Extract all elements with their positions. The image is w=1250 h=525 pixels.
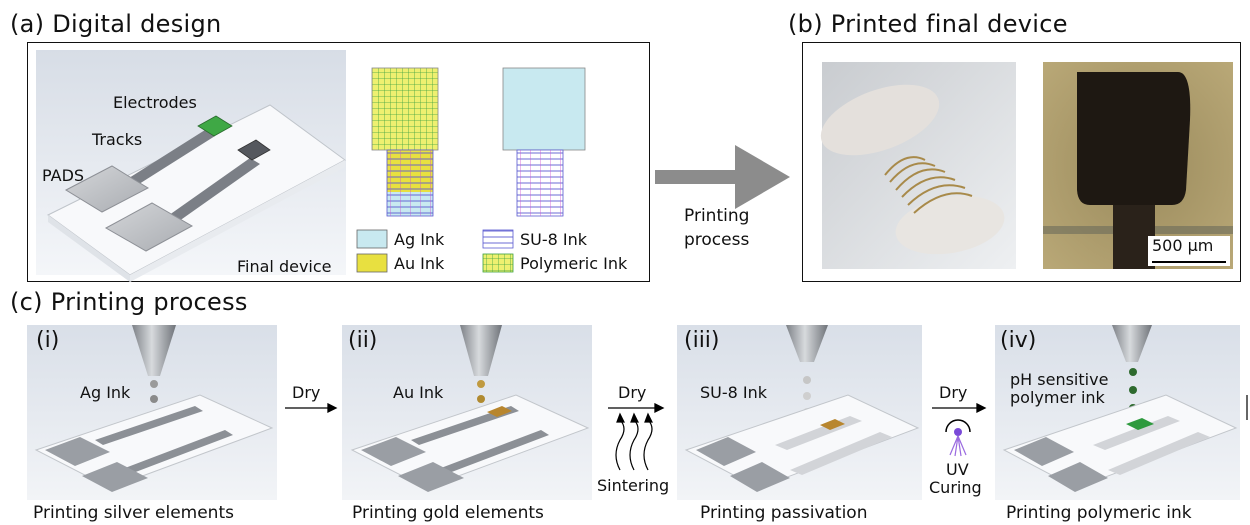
transition-3-sub-line1: UV bbox=[946, 460, 969, 479]
substrate-iv bbox=[1002, 394, 1238, 492]
step-iii-ink: SU-8 Ink bbox=[700, 383, 768, 402]
step-i-caption: Printing silver elements bbox=[33, 503, 234, 523]
track-2 bbox=[155, 158, 260, 231]
nozzle-iii bbox=[786, 325, 828, 362]
design-ag-electrode bbox=[502, 67, 586, 151]
step-ii-ink: Au Ink bbox=[393, 383, 444, 402]
label-final-device: Final device bbox=[237, 257, 332, 276]
step-i-number: (i) bbox=[36, 328, 60, 353]
nozzle-iv bbox=[1112, 325, 1152, 362]
legend-swatch-ag bbox=[356, 229, 388, 249]
step-iv-ink-line2: polymer ink bbox=[1010, 388, 1105, 407]
uv-lamp-icon bbox=[945, 419, 971, 457]
legend-label-polymeric: Polymeric Ink bbox=[520, 254, 628, 273]
legend-swatch-au bbox=[356, 253, 388, 273]
sintering-heat-icon bbox=[615, 412, 653, 471]
transition-1-label: Dry bbox=[292, 383, 321, 402]
substrate-iii bbox=[684, 394, 920, 492]
pad-2 bbox=[104, 202, 194, 252]
nozzle-i bbox=[132, 325, 176, 376]
step-iv-caption: Printing polymeric ink bbox=[1006, 503, 1192, 523]
step-ii-number: (ii) bbox=[348, 328, 378, 353]
electrode-2 bbox=[237, 139, 271, 161]
substrate-i bbox=[34, 394, 274, 492]
electrode-1 bbox=[197, 115, 233, 137]
nozzle-ii bbox=[460, 325, 502, 376]
transition-2-sub: Sintering bbox=[597, 476, 670, 495]
legend-swatch-polymeric bbox=[482, 253, 514, 273]
panel-b-title: (b) Printed final device bbox=[788, 10, 1068, 38]
label-tracks: Tracks bbox=[92, 130, 143, 149]
legend-label-su8: SU-8 Ink bbox=[520, 230, 588, 249]
pad-1 bbox=[64, 165, 150, 213]
microscope-electrode bbox=[1077, 72, 1191, 205]
middle-arrow-shaft bbox=[655, 170, 735, 184]
step-i-ink: Ag Ink bbox=[80, 383, 131, 402]
label-pads: PADS bbox=[42, 166, 85, 185]
transition-3-sub-line2: Curing bbox=[929, 478, 982, 497]
middle-arrow-head bbox=[735, 145, 790, 209]
step-iv-number: (iv) bbox=[1000, 328, 1037, 353]
step-iii-number: (iii) bbox=[684, 328, 720, 353]
label-electrodes: Electrodes bbox=[113, 93, 197, 112]
legend-label-au: Au Ink bbox=[394, 254, 445, 273]
track-1 bbox=[110, 130, 215, 196]
panel-c-title: (c) Printing process bbox=[10, 288, 248, 316]
middle-arrow-label-1: Printing bbox=[684, 206, 750, 226]
step-iii-caption: Printing passivation bbox=[700, 503, 868, 523]
legend-label-ag: Ag Ink bbox=[394, 230, 445, 249]
design-electrode-polymer bbox=[371, 67, 439, 151]
step-iv-ink-line1: pH sensitive bbox=[1010, 370, 1109, 389]
transition-3-label: Dry bbox=[939, 383, 968, 402]
step-ii-caption: Printing gold elements bbox=[352, 503, 544, 523]
panel-a-title: (a) Digital design bbox=[10, 10, 222, 38]
scale-bar-label: 500 μm bbox=[1152, 236, 1214, 255]
substrate-ii bbox=[350, 394, 590, 492]
middle-arrow-label-2: process bbox=[684, 230, 750, 250]
transition-2-label: Dry bbox=[618, 383, 647, 402]
